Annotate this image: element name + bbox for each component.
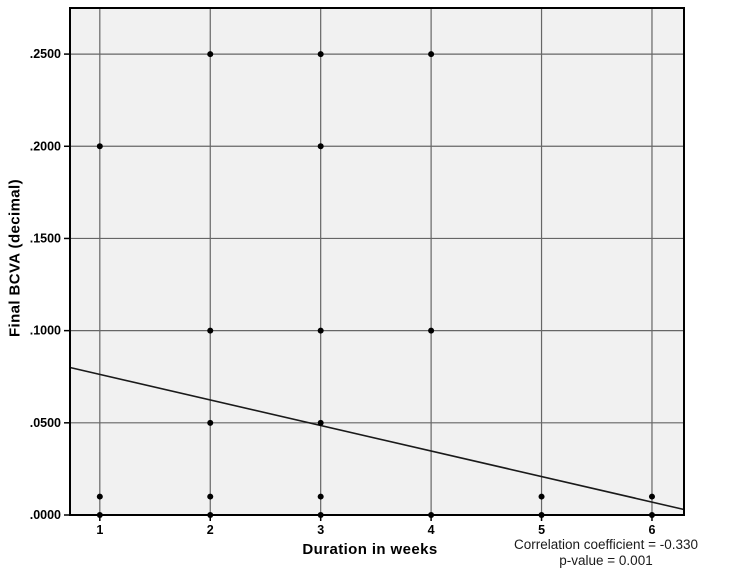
regression-line xyxy=(69,366,685,511)
data-point xyxy=(207,51,214,58)
data-point xyxy=(428,327,435,334)
data-point xyxy=(317,419,324,426)
p-value-text: p-value = 0.001 xyxy=(559,552,653,568)
data-point xyxy=(428,512,435,518)
data-point xyxy=(317,512,324,518)
data-point xyxy=(648,493,655,500)
data-point xyxy=(207,327,214,334)
x-axis-title: Duration in weeks xyxy=(302,541,438,558)
x-tick-label: 3 xyxy=(317,523,324,537)
x-tick-label: 4 xyxy=(428,523,435,537)
y-tick-label: .1500 xyxy=(30,231,61,245)
y-tick-label: .2500 xyxy=(30,47,61,61)
data-point xyxy=(317,143,324,150)
y-axis-title: Final BCVA (decimal) xyxy=(6,178,24,338)
data-point xyxy=(317,493,324,500)
y-tick-label: .1000 xyxy=(30,324,61,338)
data-point xyxy=(317,327,324,334)
x-tick-label: 2 xyxy=(207,523,214,537)
plot-frame xyxy=(69,7,685,516)
data-point xyxy=(538,512,545,518)
correlation-coefficient-text: Correlation coefficient = -0.330 xyxy=(514,537,698,552)
data-point xyxy=(207,419,214,426)
y-tick-label: .0500 xyxy=(30,416,61,430)
data-point xyxy=(207,512,214,518)
y-tick-label: .2000 xyxy=(30,139,61,153)
data-point xyxy=(428,51,435,58)
plot-background xyxy=(70,8,684,515)
data-point xyxy=(96,512,103,518)
x-tick-label: 5 xyxy=(538,523,545,537)
data-point xyxy=(96,143,103,150)
y-tick-label: .0000 xyxy=(30,508,61,522)
data-point xyxy=(207,493,214,500)
data-point xyxy=(648,512,655,518)
x-tick-label: 1 xyxy=(96,523,103,537)
data-point xyxy=(96,493,103,500)
correlation-annotation: Correlation coefficient = -0.330 p-value… xyxy=(480,537,732,568)
data-point xyxy=(317,51,324,58)
data-point xyxy=(538,493,545,500)
x-tick-label: 6 xyxy=(648,523,655,537)
